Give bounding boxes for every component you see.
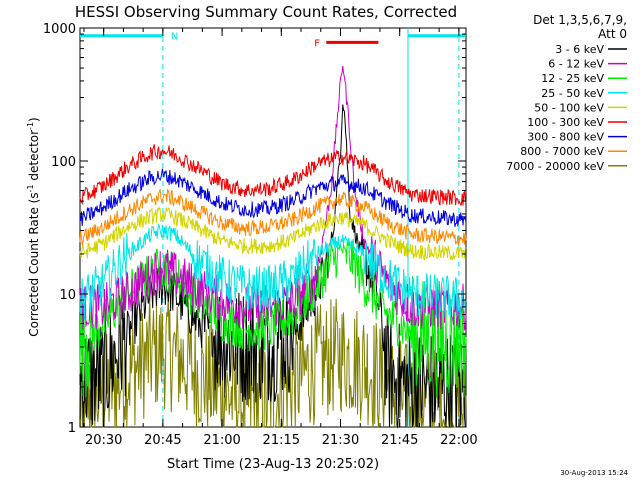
y-axis-label-part1: Corrected Count Rate (s (27, 192, 41, 336)
axis-ticks: 20:30 20:45 21:00 21:15 21:30 21:45 22:00 1 10 10… (43, 22, 478, 448)
y-axis-label-part2: detector (27, 130, 41, 185)
legend-label: 100 - 300 keV (527, 116, 604, 129)
y-axis-label-part3: ) (27, 117, 41, 122)
x-tick-label: 22:00 (440, 433, 477, 448)
legend-header-detectors: Det 1,3,5,6,7,9, (533, 13, 627, 27)
chart-title: HESSI Observing Summary Count Rates, Cor… (75, 3, 457, 21)
x-tick-label: 20:30 (85, 433, 122, 448)
plot-frame (79, 27, 467, 428)
y-tick-label: 1000 (43, 22, 76, 37)
legend-label: 300 - 800 keV (527, 131, 604, 144)
plot-border (79, 27, 467, 428)
legend: Det 1,3,5,6,7,9, Att 0 3 - 6 keV 6 - 12 k… (506, 13, 627, 173)
series-line-800-7000-kev (79, 188, 467, 246)
legend-label: 6 - 12 keV (548, 58, 604, 71)
y-axis-label-sup2: -1 (26, 122, 35, 130)
x-tick-label: 21:00 (203, 433, 240, 448)
legend-label: 12 - 25 keV (541, 72, 604, 85)
legend-header-attenuator: Att 0 (598, 27, 627, 41)
y-tick-label: 10 (59, 288, 76, 303)
series-lines (79, 66, 467, 429)
flare-label: F (314, 38, 320, 49)
x-tick-label: 21:15 (263, 433, 300, 448)
series-line-12-25-kev (79, 238, 467, 398)
series-line-300-800-kev (79, 168, 467, 228)
legend-label: 800 - 7000 keV (520, 145, 604, 158)
legend-label: 7000 - 20000 keV (506, 160, 604, 173)
legend-label: 25 - 50 keV (541, 87, 604, 100)
series-line-100-300-kev (79, 144, 467, 206)
generated-timestamp: 30-Aug-2013 15:24 (560, 469, 628, 477)
y-axis-label: Corrected Count Rate (s-1 detector-1) (26, 117, 41, 336)
legend-label: 3 - 6 keV (555, 43, 604, 56)
y-axis-label-sup1: -1 (26, 184, 35, 192)
series-line-6-12-kev (79, 66, 467, 332)
series-line-50-100-kev (79, 206, 467, 261)
x-tick-label: 20:45 (144, 433, 181, 448)
y-tick-label: 100 (51, 155, 76, 170)
legend-label: 50 - 100 keV (534, 101, 604, 114)
night-label: N (171, 32, 178, 43)
series-line-25-50-kev (79, 223, 467, 321)
x-tick-label: 21:30 (322, 433, 359, 448)
x-axis-label: Start Time (23-Aug-13 20:25:02) (167, 457, 379, 472)
x-tick-label: 21:45 (381, 433, 418, 448)
series-line-3-6-kev (79, 104, 466, 429)
y-tick-label: 1 (68, 421, 76, 436)
